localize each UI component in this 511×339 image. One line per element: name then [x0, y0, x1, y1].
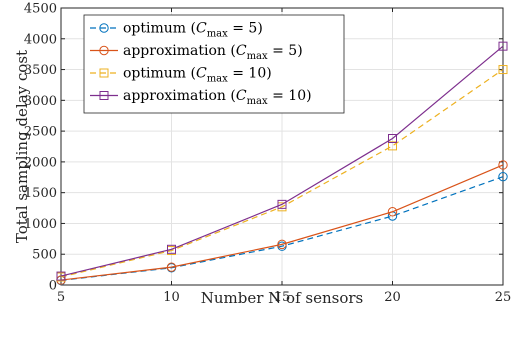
legend-entry: approximation (Cmax = 10) — [90, 88, 312, 107]
series-line — [60, 69, 504, 278]
y-tick-label: 4500 — [24, 2, 57, 17]
x-axis-label: Number N of sensors — [201, 289, 364, 307]
data-point — [388, 141, 397, 151]
y-tick-label: 500 — [32, 248, 57, 263]
data-point — [277, 199, 287, 209]
data-point — [498, 171, 508, 182]
x-tick-label: 20 — [384, 290, 401, 305]
series-4 — [56, 41, 508, 281]
axis-ticks: 5 10 15 20 25 0 500 1000 1500 2000 2500 3000 3500 400… — [24, 2, 511, 306]
legend-label: optimum (Cmax = 10) — [123, 66, 272, 85]
legend-entry: approximation (Cmax = 5) — [90, 43, 303, 62]
data-point — [498, 65, 508, 75]
x-tick-label: 10 — [163, 290, 180, 305]
y-axis-label: Total sampling delay cost — [13, 50, 31, 243]
data-point — [166, 262, 177, 272]
legend-marker — [99, 68, 109, 78]
data-point — [56, 271, 66, 281]
y-tick-label: 3500 — [24, 63, 57, 78]
data-point — [498, 41, 508, 51]
y-tick-label: 3000 — [24, 94, 57, 109]
legend-marker — [99, 45, 109, 56]
y-tick-label: 1500 — [24, 186, 57, 201]
legend-box — [83, 14, 345, 114]
series-line — [60, 164, 504, 281]
y-tick-label: 0 — [49, 279, 57, 294]
x-tick-label: 5 — [57, 290, 65, 305]
legend-entry: optimum (Cmax = 5) — [90, 21, 263, 40]
data-point — [388, 133, 397, 143]
x-tick-label: 15 — [274, 290, 291, 305]
series-line — [60, 45, 504, 277]
legend-marker — [99, 91, 109, 100]
y-tick-label: 2500 — [24, 125, 57, 140]
data-point — [167, 244, 176, 254]
legend-label: optimum (Cmax = 5) — [123, 21, 263, 40]
y-tick-label: 2000 — [24, 155, 57, 170]
data-point — [498, 160, 508, 170]
data-point — [277, 239, 287, 250]
y-tick-label: 1000 — [24, 217, 57, 232]
data-point — [387, 207, 398, 217]
legend-label: approximation (Cmax = 10) — [123, 88, 312, 107]
legend-label: approximation (Cmax = 5) — [123, 43, 303, 62]
legend-entry: optimum (Cmax = 10) — [90, 66, 272, 85]
y-tick-label: 4000 — [24, 32, 57, 47]
legend-marker — [99, 23, 109, 33]
x-tick-label: 25 — [495, 290, 511, 305]
series-group — [56, 41, 508, 286]
legend: optimum (Cmax = 5) approximation (Cmax = … — [83, 14, 345, 114]
